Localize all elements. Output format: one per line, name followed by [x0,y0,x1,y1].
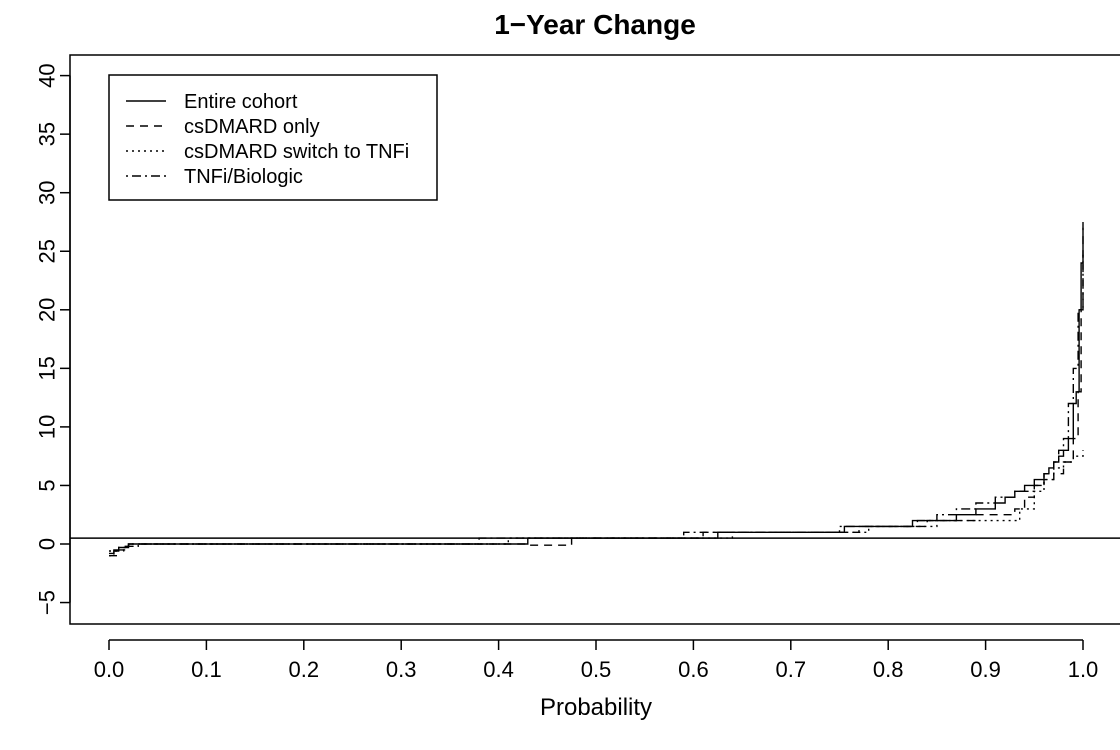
plot-area [70,222,1120,557]
legend-box [108,74,438,201]
y-tick-label: −5 [35,590,60,615]
y-tick-label: 20 [35,298,60,322]
y-tick-label: 0 [35,538,60,550]
y-tick-label: 35 [35,122,60,146]
series-line-1 [109,222,1084,555]
legend-label-2: csDMARD only [184,116,320,138]
x-tick-label: 0.4 [483,657,514,682]
x-axis: 0.0 0.1 0.2 0.3 0.4 0.5 0.6 0.7 0.8 0.9 1.0 [94,639,1099,682]
y-tick-label: 15 [35,356,60,380]
series-line-2 [109,227,1084,557]
legend-label-1: Entire cohort [184,91,298,113]
chart-title: 1−Year Change [494,9,696,40]
x-tick-label: 0.7 [776,657,807,682]
y-axis: −5 0 5 10 15 20 25 30 35 40 [35,63,71,615]
series-line-3 [109,450,1084,552]
x-tick-label: 0.9 [970,657,1001,682]
x-tick-label: 0.3 [386,657,417,682]
legend: Entire cohort csDMARD only csDMARD switch … [108,74,438,201]
x-tick-label: 0.0 [94,657,125,682]
y-tick-label: 40 [35,63,60,87]
series-line-4 [109,251,1084,557]
legend-label-3: csDMARD switch to TNFi [184,141,409,163]
y-tick-label: 30 [35,180,60,204]
legend-label-4: TNFi/Biologic [184,166,303,188]
y-tick-label: 10 [35,415,60,439]
x-tick-label: 1.0 [1068,657,1099,682]
x-tick-label: 0.5 [581,657,612,682]
x-tick-label: 0.8 [873,657,904,682]
x-tick-label: 0.1 [191,657,222,682]
x-axis-label: Probability [540,694,652,721]
y-tick-label: 5 [35,479,60,491]
y-tick-label: 25 [35,239,60,263]
x-tick-label: 0.6 [678,657,709,682]
x-tick-label: 0.2 [289,657,320,682]
